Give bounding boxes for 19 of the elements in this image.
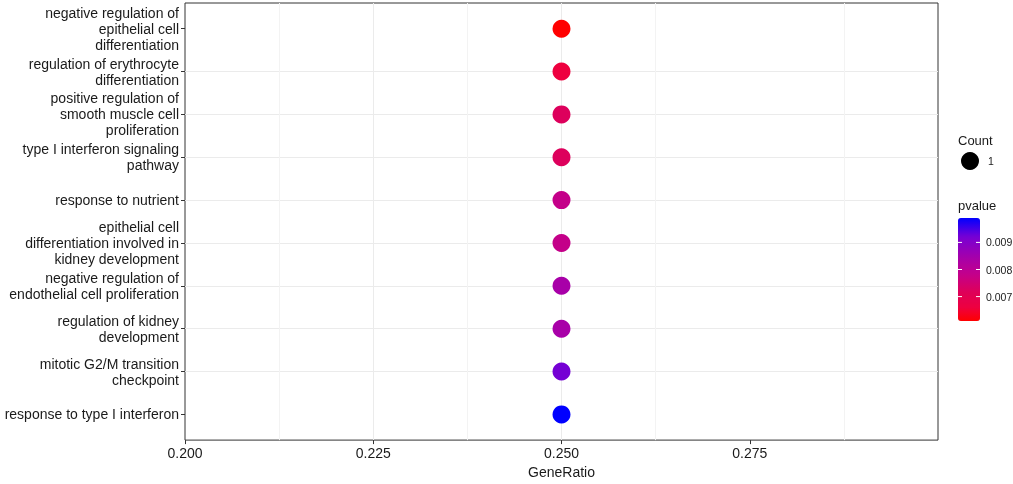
x-axis-title: GeneRatio bbox=[528, 464, 596, 480]
y-tick-label: positive regulation of smooth muscle cell proliferation bbox=[50, 90, 180, 139]
y-tick-label: negative regulation of endothelial cell proliferation bbox=[9, 269, 180, 302]
legend-label: 1 bbox=[988, 155, 994, 167]
color-bar-label: 0.007 bbox=[986, 290, 1013, 303]
x-tick-label: 0.250 bbox=[543, 445, 580, 462]
y-tick-label: type I interferon signaling pathway bbox=[22, 141, 179, 174]
legend-title: Count bbox=[958, 132, 994, 148]
color-bar-title: pvalue bbox=[958, 197, 997, 213]
y-tick-label: response to type I interferon bbox=[4, 406, 179, 423]
y-tick-label: mitotic G2/M transition checkpoint bbox=[39, 355, 180, 388]
y-tick-label: regulation of kidney development bbox=[57, 312, 180, 345]
y-tick-label: response to nutrient bbox=[55, 192, 180, 209]
x-tick-label: 0.275 bbox=[732, 445, 768, 462]
x-tick-label: 0.225 bbox=[355, 445, 391, 462]
color-bar-label: 0.008 bbox=[986, 263, 1013, 276]
y-tick-label: negative regulation of epithelial cell differentiation bbox=[45, 4, 180, 53]
x-tick-label: 0.200 bbox=[167, 445, 203, 462]
color-bar-label: 0.009 bbox=[986, 236, 1013, 249]
